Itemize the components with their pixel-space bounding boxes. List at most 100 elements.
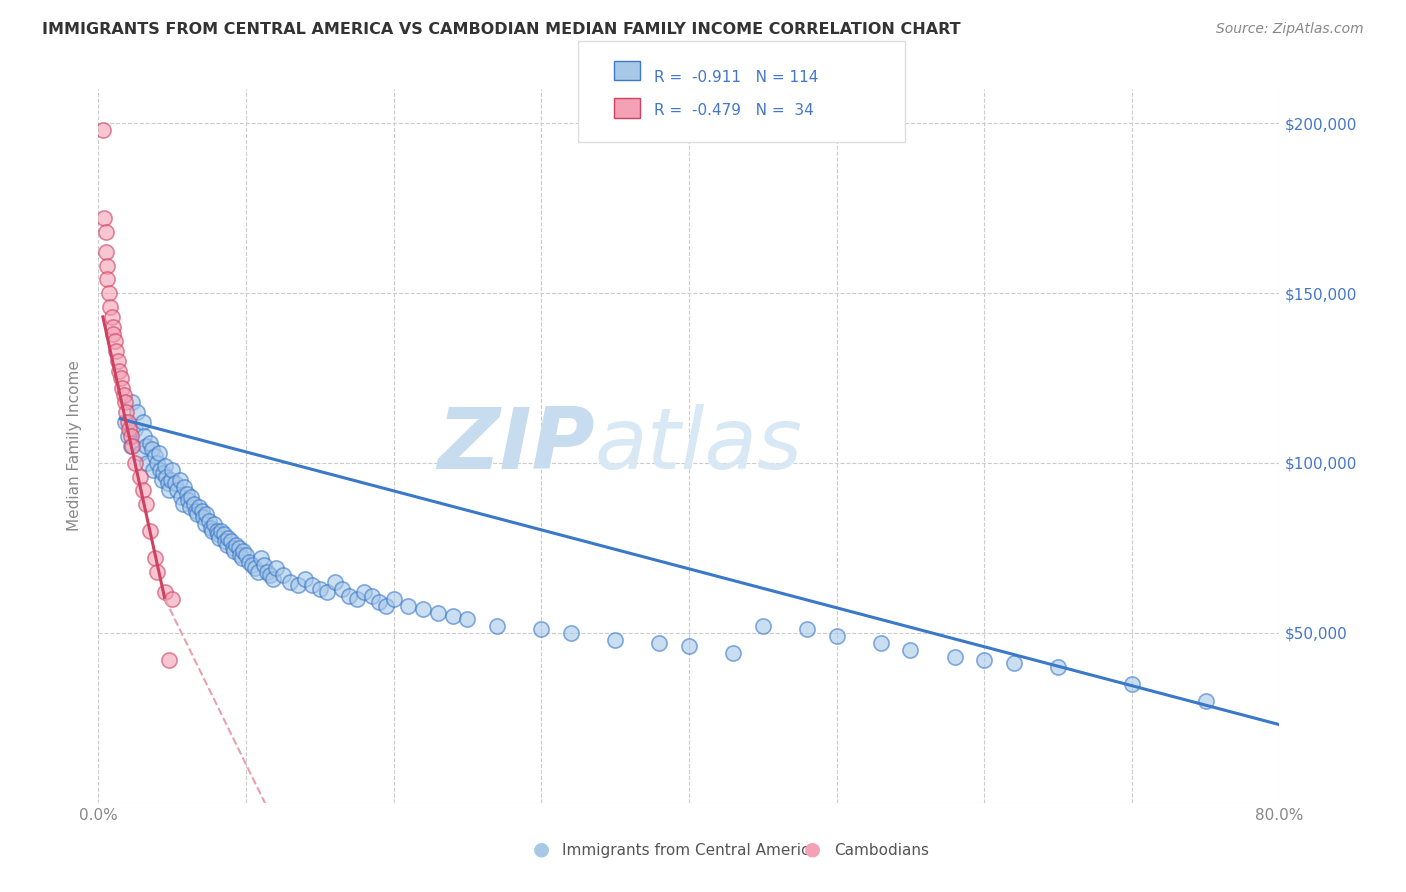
Point — [128, 446, 150, 460]
Point — [243, 561, 266, 575]
Point — [287, 578, 309, 592]
Point — [159, 473, 181, 487]
Text: Source: ZipAtlas.com: Source: ZipAtlas.com — [1216, 22, 1364, 37]
Text: ZIP: ZIP — [437, 404, 595, 488]
Point — [1121, 677, 1143, 691]
Point — [105, 343, 128, 358]
Point — [256, 565, 278, 579]
Point — [224, 544, 246, 558]
Point — [118, 422, 141, 436]
Point — [100, 310, 122, 324]
Point — [156, 476, 179, 491]
Point — [752, 619, 775, 633]
Point — [1046, 660, 1070, 674]
Point — [120, 429, 142, 443]
Point — [353, 585, 375, 599]
Point — [222, 541, 245, 555]
Point — [1195, 694, 1218, 708]
Point — [280, 574, 302, 589]
Point — [176, 486, 198, 500]
Point — [107, 354, 129, 368]
Point — [330, 582, 353, 596]
Point — [217, 531, 239, 545]
Point — [148, 446, 170, 460]
Point — [427, 606, 450, 620]
Point — [172, 497, 194, 511]
Point — [155, 469, 177, 483]
Point — [246, 565, 269, 579]
Point — [125, 405, 148, 419]
Point — [264, 561, 287, 575]
Point — [179, 500, 201, 515]
Point — [201, 524, 224, 538]
Point — [103, 320, 125, 334]
Point — [136, 456, 159, 470]
Point — [198, 514, 221, 528]
Point — [183, 497, 205, 511]
Point — [486, 619, 509, 633]
Point — [605, 632, 627, 647]
Y-axis label: Median Family Income: Median Family Income — [67, 360, 83, 532]
Point — [225, 537, 247, 551]
Point — [98, 300, 121, 314]
Point — [112, 388, 135, 402]
Point — [412, 602, 434, 616]
Point — [231, 551, 253, 566]
Point — [398, 599, 420, 613]
Text: R =  -0.479   N =  34: R = -0.479 N = 34 — [654, 103, 814, 119]
Point — [180, 490, 202, 504]
Point — [191, 503, 214, 517]
Point — [91, 123, 114, 137]
Point — [177, 493, 200, 508]
Point — [139, 435, 162, 450]
Text: IMMIGRANTS FROM CENTRAL AMERICA VS CAMBODIAN MEDIAN FAMILY INCOME CORRELATION CH: IMMIGRANTS FROM CENTRAL AMERICA VS CAMBO… — [42, 22, 960, 37]
Point — [141, 442, 163, 457]
Point — [103, 326, 125, 341]
Point — [250, 551, 273, 566]
Point — [316, 585, 339, 599]
Point — [97, 286, 120, 301]
Point — [530, 623, 553, 637]
Point — [214, 534, 236, 549]
Point — [110, 371, 132, 385]
Point — [200, 520, 222, 534]
Point — [339, 589, 361, 603]
Point — [193, 510, 215, 524]
Point — [262, 572, 284, 586]
Point — [162, 463, 183, 477]
Point — [240, 558, 263, 572]
Point — [153, 585, 176, 599]
Point — [238, 555, 260, 569]
Point — [153, 459, 176, 474]
Point — [723, 646, 745, 660]
Point — [212, 527, 235, 541]
Point — [441, 608, 464, 623]
Point — [229, 548, 252, 562]
Point — [382, 591, 405, 606]
Point — [128, 469, 150, 483]
Point — [215, 537, 238, 551]
Point — [169, 473, 191, 487]
Point — [146, 456, 169, 470]
Point — [157, 483, 180, 498]
Point — [209, 524, 232, 538]
Point — [162, 591, 183, 606]
Point — [142, 463, 165, 477]
Point — [143, 449, 166, 463]
Point — [1002, 657, 1025, 671]
Point — [678, 640, 700, 654]
Point — [173, 480, 195, 494]
Point — [143, 551, 166, 566]
Point — [96, 272, 118, 286]
Point — [796, 623, 818, 637]
Point — [457, 612, 479, 626]
Point — [560, 626, 582, 640]
Point — [648, 636, 671, 650]
Point — [94, 225, 117, 239]
Point — [165, 476, 187, 491]
Point — [346, 591, 368, 606]
Point — [186, 507, 208, 521]
Point — [135, 497, 157, 511]
Point — [115, 405, 138, 419]
Point — [323, 574, 346, 589]
